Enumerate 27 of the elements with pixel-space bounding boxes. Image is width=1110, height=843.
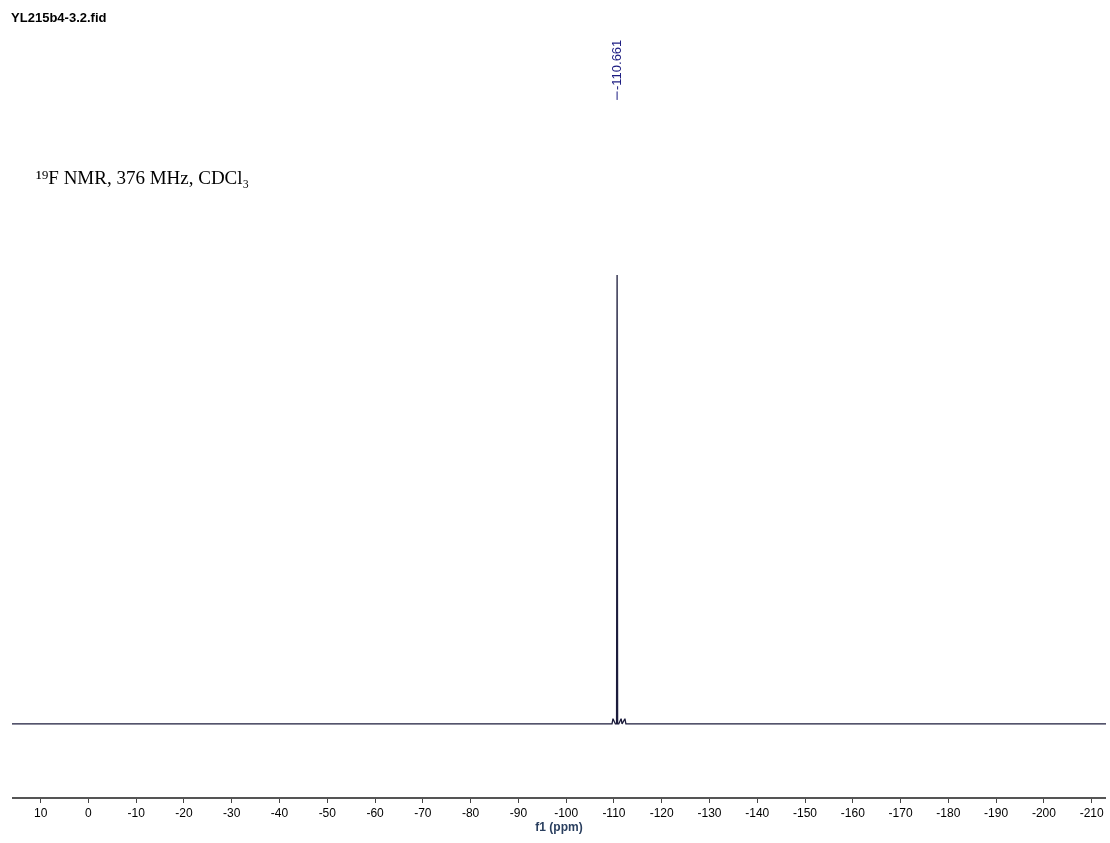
annotation: -110.661 — [609, 39, 625, 91]
x-tick-label: -90 — [509, 806, 528, 821]
x-tick-label: -200 — [1031, 806, 1057, 821]
x-tick-label: -190 — [984, 806, 1009, 821]
x-tick-label: 0 — [85, 806, 93, 821]
x-tick-label: -70 — [414, 806, 432, 821]
x-tick-label: -120 — [649, 806, 675, 821]
x-tick-label: -210 — [1079, 806, 1104, 821]
x-tick-label: -20 — [175, 806, 193, 821]
x-tick-label: -130 — [697, 806, 722, 821]
x-tick-label: -50 — [318, 806, 337, 821]
x-tick-label: 10 — [33, 806, 48, 821]
text: ¹⁹F NMR, 376 MHz, CDCl₃ — [36, 167, 250, 188]
x-axis-title: f1 (ppm) — [535, 820, 583, 835]
x-tick-label: -150 — [793, 806, 818, 821]
x-tick-label: -170 — [888, 806, 913, 821]
x-tick-label: -60 — [366, 806, 385, 821]
x-tick-label: -100 — [554, 806, 579, 821]
x-tick-label: -110 — [602, 806, 626, 821]
x-tick-label: -140 — [745, 806, 770, 821]
x-tick-label: -160 — [840, 806, 866, 821]
x-tick-label: -180 — [936, 806, 961, 821]
x-tick-label: -10 — [127, 806, 146, 821]
chart-title: YL215b4-3.2.fid — [11, 9, 107, 25]
x-tick-label: -80 — [461, 806, 480, 821]
x-tick-label: -40 — [270, 806, 289, 821]
x-tick-label: -30 — [223, 806, 241, 821]
